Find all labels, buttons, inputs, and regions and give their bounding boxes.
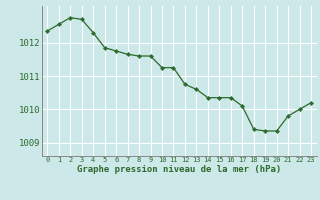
X-axis label: Graphe pression niveau de la mer (hPa): Graphe pression niveau de la mer (hPa): [77, 165, 281, 174]
